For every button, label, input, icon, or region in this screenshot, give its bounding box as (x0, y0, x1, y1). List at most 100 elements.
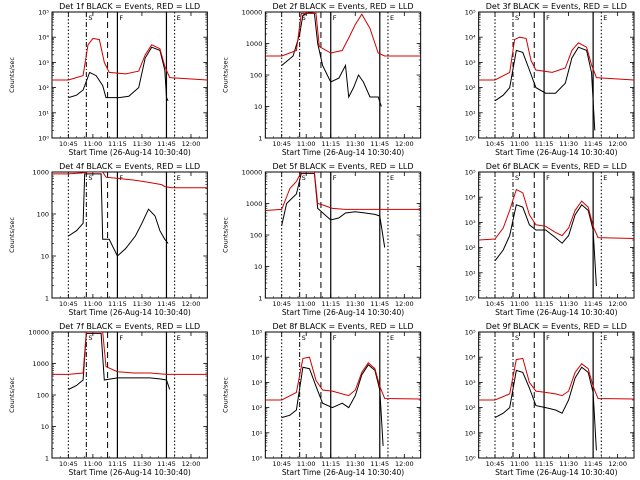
x-tick-label: 11:15 (321, 300, 340, 308)
panel: Det 7f BLACK = Events, RED = LLD 1 10 100 10… (8, 322, 208, 477)
series-events (68, 332, 171, 390)
x-tick-label: 11:45 (157, 300, 176, 308)
y-tick-label: 10 (254, 263, 262, 271)
y-axis-label: Counts/sec (221, 377, 229, 413)
panel-title: Det 7f BLACK = Events, RED = LLD (59, 322, 200, 331)
panel-title: Det 8f BLACK = Events, RED = LLD (272, 322, 413, 331)
x-tick-label: 11:30 (559, 460, 578, 468)
time-marker-label: F (119, 14, 123, 22)
series-events (494, 366, 597, 451)
x-tick-label: 11:00 (297, 460, 316, 468)
x-tick-label: 12:00 (395, 140, 414, 148)
x-tick-label: 11:30 (346, 140, 365, 148)
series-lld (265, 12, 421, 57)
x-axis-label: Start Time (26-Aug-14 10:30:40) (68, 308, 190, 317)
series-lld (478, 188, 634, 241)
panel-title: Det 3f BLACK = Events, RED = LLD (486, 2, 627, 11)
x-axis-label: Start Time (26-Aug-14 10:30:40) (282, 308, 404, 317)
plot-frame (51, 11, 208, 139)
x-tick-label: 11:45 (584, 300, 603, 308)
time-marker-label: F (333, 334, 337, 342)
panel-title: Det 4f BLACK = Events, RED = LLD (59, 162, 200, 171)
plot-frame (478, 171, 635, 299)
time-marker-label: F (119, 334, 123, 342)
y-tick-label: 10 (254, 103, 262, 111)
x-tick-label: 11:45 (370, 300, 389, 308)
y-tick-label: 10¹ (465, 429, 476, 437)
y-axis-label: Counts/sec (8, 57, 16, 93)
y-tick-label: 10⁰ (465, 295, 476, 303)
time-marker-label: F (546, 334, 550, 342)
time-marker-label: E (390, 334, 394, 342)
y-tick-label: 100 (37, 392, 49, 400)
x-tick-label: 11:00 (510, 140, 529, 148)
y-tick-label: 10000 (28, 329, 49, 337)
y-tick-label: 10¹ (251, 429, 262, 437)
x-tick-label: 11:45 (584, 460, 603, 468)
x-tick-label: 11:15 (108, 300, 127, 308)
plot-frame (264, 11, 422, 139)
series-events (494, 204, 597, 287)
x-axis-label: Start Time (26-Aug-14 10:30:40) (68, 468, 190, 477)
y-axis-label: Counts/sec (221, 57, 229, 93)
plot-frame (478, 331, 635, 459)
time-marker-label: E (177, 334, 181, 342)
x-tick-label: 12:00 (608, 460, 627, 468)
series-lld (478, 357, 634, 401)
x-tick-label: 11:30 (346, 460, 365, 468)
x-tick-label: 11:15 (321, 140, 340, 148)
y-tick-label: 10³ (465, 219, 476, 227)
y-tick-label: 10³ (465, 379, 476, 387)
x-tick-label: 11:15 (108, 140, 127, 148)
panel: Det 9f BLACK = Events, RED = LLD 10⁰ 10¹ 10… (465, 322, 635, 477)
y-tick-label: 10⁰ (465, 135, 476, 143)
x-tick-label: 12:00 (608, 300, 627, 308)
plot-frame (51, 171, 208, 299)
y-tick-label: 1 (45, 455, 49, 463)
panel: Det 3f BLACK = Events, RED = LLD 10⁰ 10¹ 10… (465, 2, 635, 157)
panel: Det 4f BLACK = Events, RED = LLD 1 10 100 10… (8, 162, 208, 317)
x-tick-label: 12:00 (608, 140, 627, 148)
y-tick-label: 10³ (38, 59, 49, 67)
time-marker-label: E (390, 174, 394, 182)
y-tick-label: 10⁴ (465, 354, 476, 362)
y-tick-label: 100 (250, 72, 262, 80)
plot-frame (478, 11, 635, 139)
series-lld (52, 332, 208, 375)
x-tick-label: 11:15 (535, 300, 554, 308)
panel-title: Det 5f BLACK = Events, RED = LLD (272, 162, 413, 171)
time-marker-label: E (177, 174, 181, 182)
series-lld (265, 172, 421, 211)
x-tick-label: 10:45 (272, 460, 291, 468)
y-tick-label: 1 (258, 135, 262, 143)
series-events (281, 364, 384, 447)
x-tick-label: 10:45 (272, 300, 291, 308)
series-events (281, 12, 382, 107)
x-tick-label: 10:45 (486, 300, 505, 308)
time-marker-label: E (603, 174, 607, 182)
time-marker-label: F (546, 174, 550, 182)
y-tick-label: 1 (258, 295, 262, 303)
y-tick-label: 10⁵ (465, 169, 476, 177)
time-marker-label: S (88, 334, 92, 342)
time-marker-label: S (302, 174, 306, 182)
y-tick-label: 10¹ (465, 269, 476, 277)
y-tick-label: 10⁴ (251, 354, 262, 362)
series-events (281, 172, 386, 248)
x-tick-label: 11:30 (559, 300, 578, 308)
time-marker-label: S (515, 14, 519, 22)
x-axis-label: Start Time (26-Aug-14 10:30:40) (495, 148, 617, 157)
panel: Det 2f BLACK = Events, RED = LLD 1 10 100 10… (221, 2, 422, 157)
x-tick-label: 10:45 (59, 460, 78, 468)
series-lld (478, 36, 634, 81)
y-tick-label: 10² (251, 404, 262, 412)
x-axis-label: Start Time (26-Aug-14 10:30:40) (495, 308, 617, 317)
panel-title: Det 1f BLACK = Events, RED = LLD (59, 2, 200, 11)
y-tick-label: 10 (41, 423, 49, 431)
x-tick-label: 11:45 (157, 140, 176, 148)
y-tick-label: 1000 (32, 360, 49, 368)
x-tick-label: 11:00 (84, 300, 103, 308)
x-tick-label: 11:00 (510, 460, 529, 468)
x-tick-label: 10:45 (272, 140, 291, 148)
